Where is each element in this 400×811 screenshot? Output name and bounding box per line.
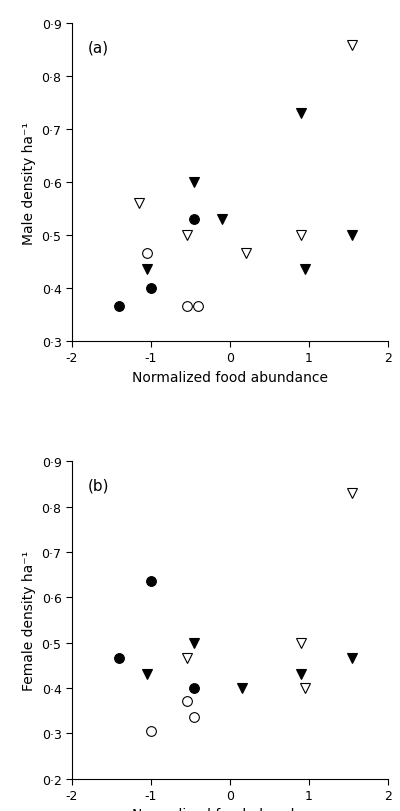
X-axis label: Normalized food abundance: Normalized food abundance: [132, 808, 328, 811]
Text: (a): (a): [88, 41, 109, 55]
Y-axis label: Female density ha⁻¹: Female density ha⁻¹: [22, 550, 36, 690]
Y-axis label: Male density ha⁻¹: Male density ha⁻¹: [22, 122, 36, 244]
X-axis label: Normalized food abundance: Normalized food abundance: [132, 370, 328, 384]
Text: (b): (b): [88, 478, 109, 492]
